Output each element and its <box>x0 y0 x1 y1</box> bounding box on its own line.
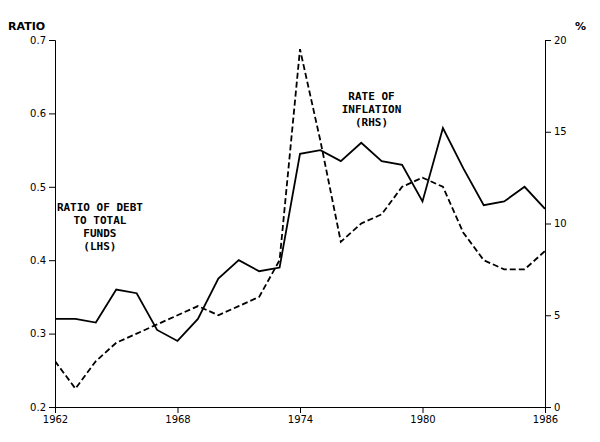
tick: 1980 <box>410 407 435 425</box>
tick-mark <box>423 407 424 413</box>
tick-mark <box>49 40 55 41</box>
annotation-line: TO TOTAL <box>73 214 126 227</box>
tick-label: 0 <box>554 402 560 413</box>
annotation: RATE OFINFLATION(RHS) <box>342 90 402 129</box>
marks <box>55 49 545 388</box>
chart-container: 1962 1968 1974 1980 1986 0.2 0.3 0.4 0.5 0.6 0.7 0 5… <box>0 0 600 442</box>
x-axis: 1962 1968 1974 1980 1986 <box>43 407 558 425</box>
tick-mark <box>545 315 551 316</box>
tick-mark <box>545 224 551 225</box>
tick-label: 5 <box>554 310 560 321</box>
tick-label: 0.2 <box>30 402 46 413</box>
tick-label: 1974 <box>288 414 313 425</box>
tick: 20 <box>545 35 567 46</box>
tick: 15 <box>545 126 567 137</box>
annotation-line: RATIO OF DEBT <box>57 201 143 214</box>
tick: 0.2 <box>30 402 55 413</box>
tick: 0.6 <box>30 108 55 119</box>
annotation-line: RATE OF <box>348 90 394 103</box>
tick-label: 15 <box>554 126 567 137</box>
line <box>55 49 545 388</box>
tick-label: 1962 <box>43 414 68 425</box>
plot: 1962 1968 1974 1980 1986 0.2 0.3 0.4 0.5 0.6 0.7 0 5… <box>8 20 586 425</box>
tick-mark <box>49 260 55 261</box>
tick-mark <box>178 407 179 413</box>
tick-label: 0.6 <box>30 108 46 119</box>
y2-axis: 0 5 10 15 20 <box>545 35 567 413</box>
tick: 0 <box>545 402 560 413</box>
tick-mark <box>545 132 551 133</box>
tick: 10 <box>545 218 567 229</box>
tick-label: 1980 <box>410 414 435 425</box>
tick-mark <box>545 40 551 41</box>
tick-label: 0.4 <box>30 255 46 266</box>
annotation-line: INFLATION <box>342 103 402 116</box>
tick-label: 0.7 <box>30 35 46 46</box>
annotation-line: (LHS) <box>83 240 116 253</box>
line <box>55 128 545 341</box>
tick-label: 1986 <box>533 414 558 425</box>
tick: 0.4 <box>30 255 55 266</box>
tick: 5 <box>545 310 560 321</box>
tick-mark <box>49 407 55 408</box>
tick-label: 10 <box>554 218 567 229</box>
y-axis-label: RATIO <box>8 20 45 33</box>
axis-line <box>49 41 56 408</box>
chart-svg: 1962 1968 1974 1980 1986 0.2 0.3 0.4 0.5 0.6 0.7 0 5… <box>0 0 600 442</box>
tick-mark <box>545 407 551 408</box>
axis-line <box>56 408 546 414</box>
y-axis: 0.2 0.3 0.4 0.5 0.6 0.7 <box>30 35 55 413</box>
tick-mark <box>300 407 301 413</box>
axis-line <box>546 41 552 408</box>
annotation: RATIO OF DEBTTO TOTALFUNDS(LHS) <box>57 201 143 253</box>
tick: 0.3 <box>30 328 55 339</box>
tick-label: 1968 <box>165 414 190 425</box>
tick-label: 0.3 <box>30 328 46 339</box>
annotation-line: (RHS) <box>355 116 388 129</box>
tick-mark <box>49 334 55 335</box>
tick: 1962 <box>43 407 68 425</box>
tick: 1968 <box>165 407 190 425</box>
tick-mark <box>49 187 55 188</box>
tick: 1974 <box>288 407 313 425</box>
y2-axis-label: % <box>575 20 586 33</box>
tick-label: 0.5 <box>30 182 46 193</box>
tick-label: 20 <box>554 35 567 46</box>
tick: 0.5 <box>30 182 55 193</box>
annotation-line: FUNDS <box>83 227 116 240</box>
tick: 0.7 <box>30 35 55 46</box>
tick-mark <box>49 113 55 114</box>
